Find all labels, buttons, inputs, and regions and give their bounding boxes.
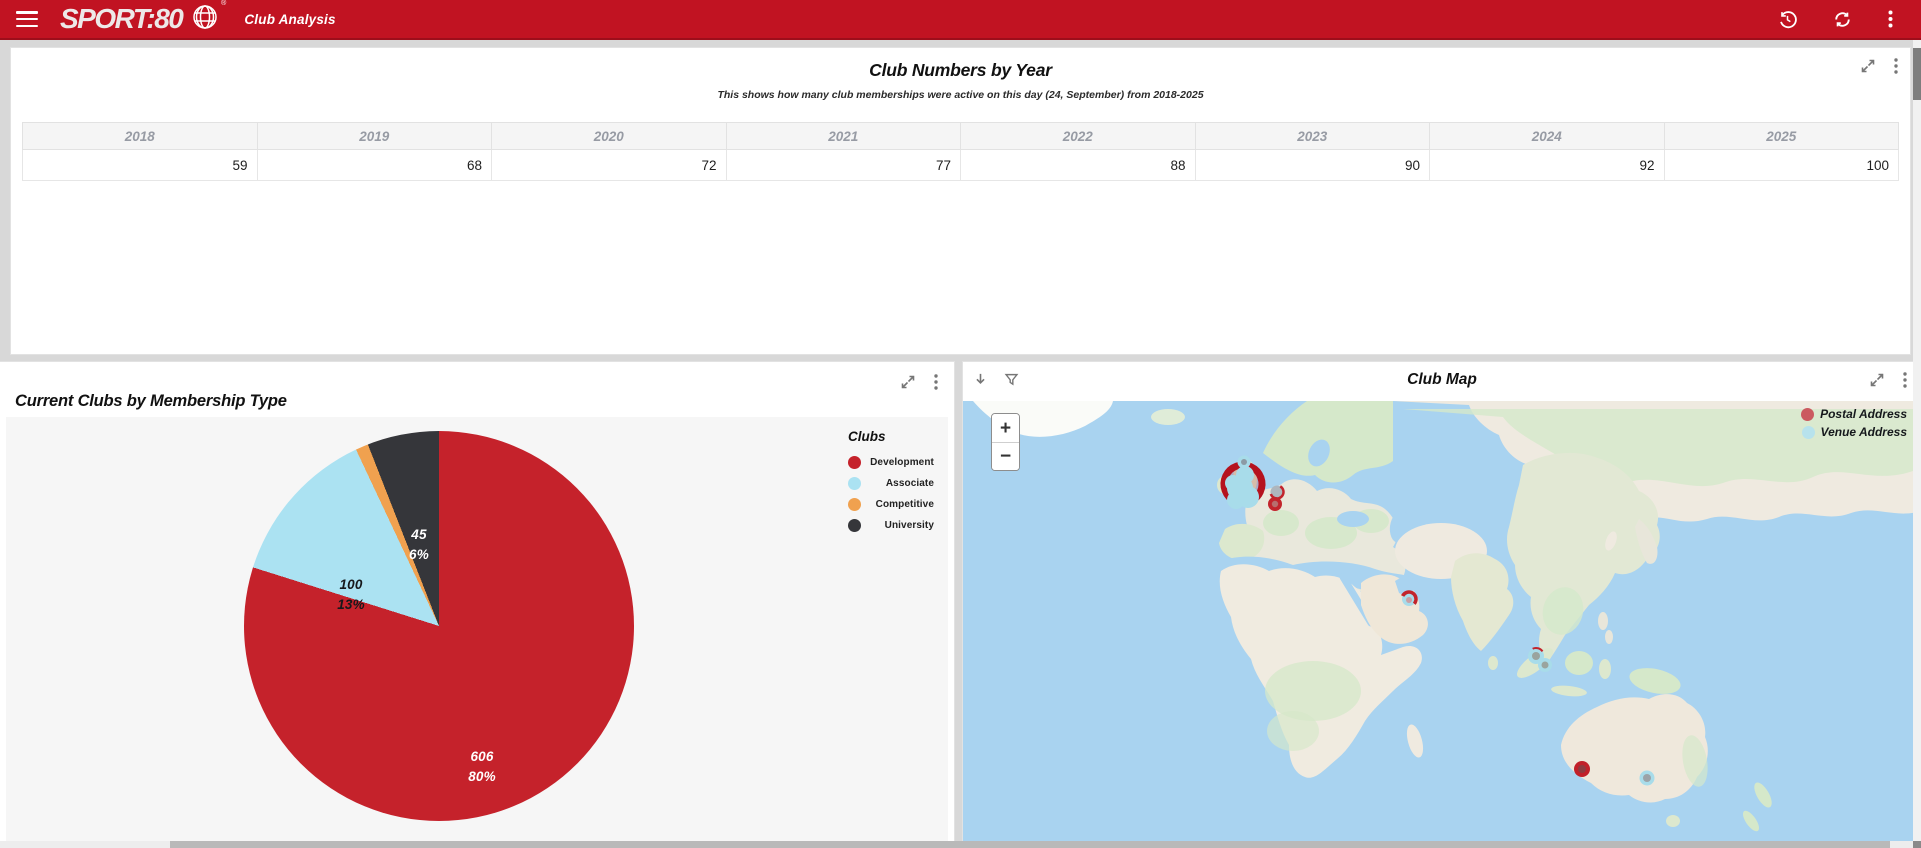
pie-chart[interactable] <box>244 431 634 821</box>
pie-slice-label-development: 606 80% <box>468 749 496 785</box>
map-marker-adelaide[interactable] <box>1639 770 1655 786</box>
legend-dot <box>848 498 861 511</box>
club-numbers-panel: Club Numbers by Year This shows how many… <box>10 47 1911 355</box>
legend-item-associate[interactable]: Associate <box>836 473 940 494</box>
table-header-row: 2018 2019 2020 2021 2022 2023 2024 2025 <box>22 122 1899 150</box>
kebab-menu-icon[interactable] <box>1903 372 1907 388</box>
pie-legend: Clubs Development Associate Competitive … <box>836 429 940 536</box>
vertical-scrollbar[interactable] <box>1913 40 1921 848</box>
map-marker-uk-cluster[interactable] <box>1218 455 1268 510</box>
kebab-menu-icon[interactable] <box>1888 10 1893 28</box>
legend-dot <box>848 477 861 490</box>
panel-title: Current Clubs by Membership Type <box>15 392 287 410</box>
legend-item-university[interactable]: University <box>836 515 940 536</box>
legend-dot <box>848 519 861 532</box>
year-header: 2021 <box>725 122 961 150</box>
world-map[interactable]: + − Postal Address Venue Address <box>963 401 1921 847</box>
history-icon[interactable] <box>1778 10 1797 29</box>
horizontal-scrollbar-thumb[interactable] <box>170 841 1890 848</box>
legend-item-competitive[interactable]: Competitive <box>836 494 940 515</box>
year-value: 88 <box>960 149 1196 181</box>
year-value: 59 <box>22 149 258 181</box>
refresh-icon[interactable] <box>1833 10 1852 29</box>
map-legend-item-venue: Venue Address <box>1801 423 1907 441</box>
year-header: 2020 <box>491 122 727 150</box>
postal-address-dot <box>1801 407 1815 421</box>
kebab-menu-icon[interactable] <box>1894 58 1898 74</box>
expand-icon[interactable] <box>1869 372 1885 388</box>
legend-title: Clubs <box>848 429 886 444</box>
map-zoom-control: + − <box>991 413 1020 471</box>
vertical-scrollbar-thumb[interactable] <box>1913 48 1921 100</box>
filter-icon[interactable] <box>1004 372 1019 387</box>
expand-icon[interactable] <box>1860 58 1876 74</box>
year-value: 77 <box>725 149 961 181</box>
panel-title: Club Map <box>1407 371 1477 388</box>
year-header: 2018 <box>22 122 258 150</box>
year-value: 100 <box>1663 149 1899 181</box>
year-header: 2019 <box>256 122 492 150</box>
horizontal-scrollbar[interactable] <box>0 841 1913 848</box>
club-numbers-table: 2018 2019 2020 2021 2022 2023 2024 2025 … <box>22 122 1899 181</box>
panel-subtitle: This shows how many club memberships wer… <box>717 89 1204 101</box>
page-title: Club Analysis <box>244 11 336 27</box>
year-value: 72 <box>491 149 727 181</box>
panel-title: Club Numbers by Year <box>869 60 1052 80</box>
map-legend: Postal Address Venue Address <box>1801 405 1907 441</box>
expand-icon[interactable] <box>900 374 916 390</box>
pie-slice-label-university: 45 6% <box>409 527 429 563</box>
year-value: 92 <box>1429 149 1665 181</box>
map-marker-uae[interactable] <box>1400 590 1419 609</box>
membership-pie-panel: Current Clubs by Membership Type 606 80%… <box>0 361 955 848</box>
app-header: SPORT:80 ® Club Analysis <box>0 0 1921 40</box>
zoom-out-button[interactable]: − <box>992 442 1019 470</box>
pie-slice-label-associate: 100 13% <box>337 577 365 613</box>
venue-address-dot <box>1801 425 1815 439</box>
map-marker-europe[interactable] <box>1268 483 1286 511</box>
map-marker-perth[interactable] <box>1574 761 1590 777</box>
menu-icon[interactable] <box>16 11 38 27</box>
scrollbar-corner <box>1913 841 1921 848</box>
table-value-row: 59 68 72 77 88 90 92 100 <box>22 149 1899 181</box>
legend-item-development[interactable]: Development <box>836 452 940 473</box>
year-header: 2023 <box>1194 122 1430 150</box>
year-value: 90 <box>1194 149 1430 181</box>
year-header: 2025 <box>1663 122 1899 150</box>
legend-dot <box>848 456 861 469</box>
map-canvas <box>963 401 1921 847</box>
download-icon[interactable] <box>973 372 988 387</box>
year-header: 2024 <box>1429 122 1665 150</box>
year-header: 2022 <box>960 122 1196 150</box>
kebab-menu-icon[interactable] <box>934 374 938 390</box>
brand-logo[interactable]: SPORT:80 <box>60 3 184 34</box>
globe-icon: ® <box>190 0 226 37</box>
club-map-panel: Club Map <box>962 361 1921 848</box>
year-value: 68 <box>256 149 492 181</box>
zoom-in-button[interactable]: + <box>992 414 1019 442</box>
pie-chart-area: 606 80% 100 13% 45 6% Clubs Development … <box>6 417 948 841</box>
map-legend-item-postal: Postal Address <box>1801 405 1907 423</box>
